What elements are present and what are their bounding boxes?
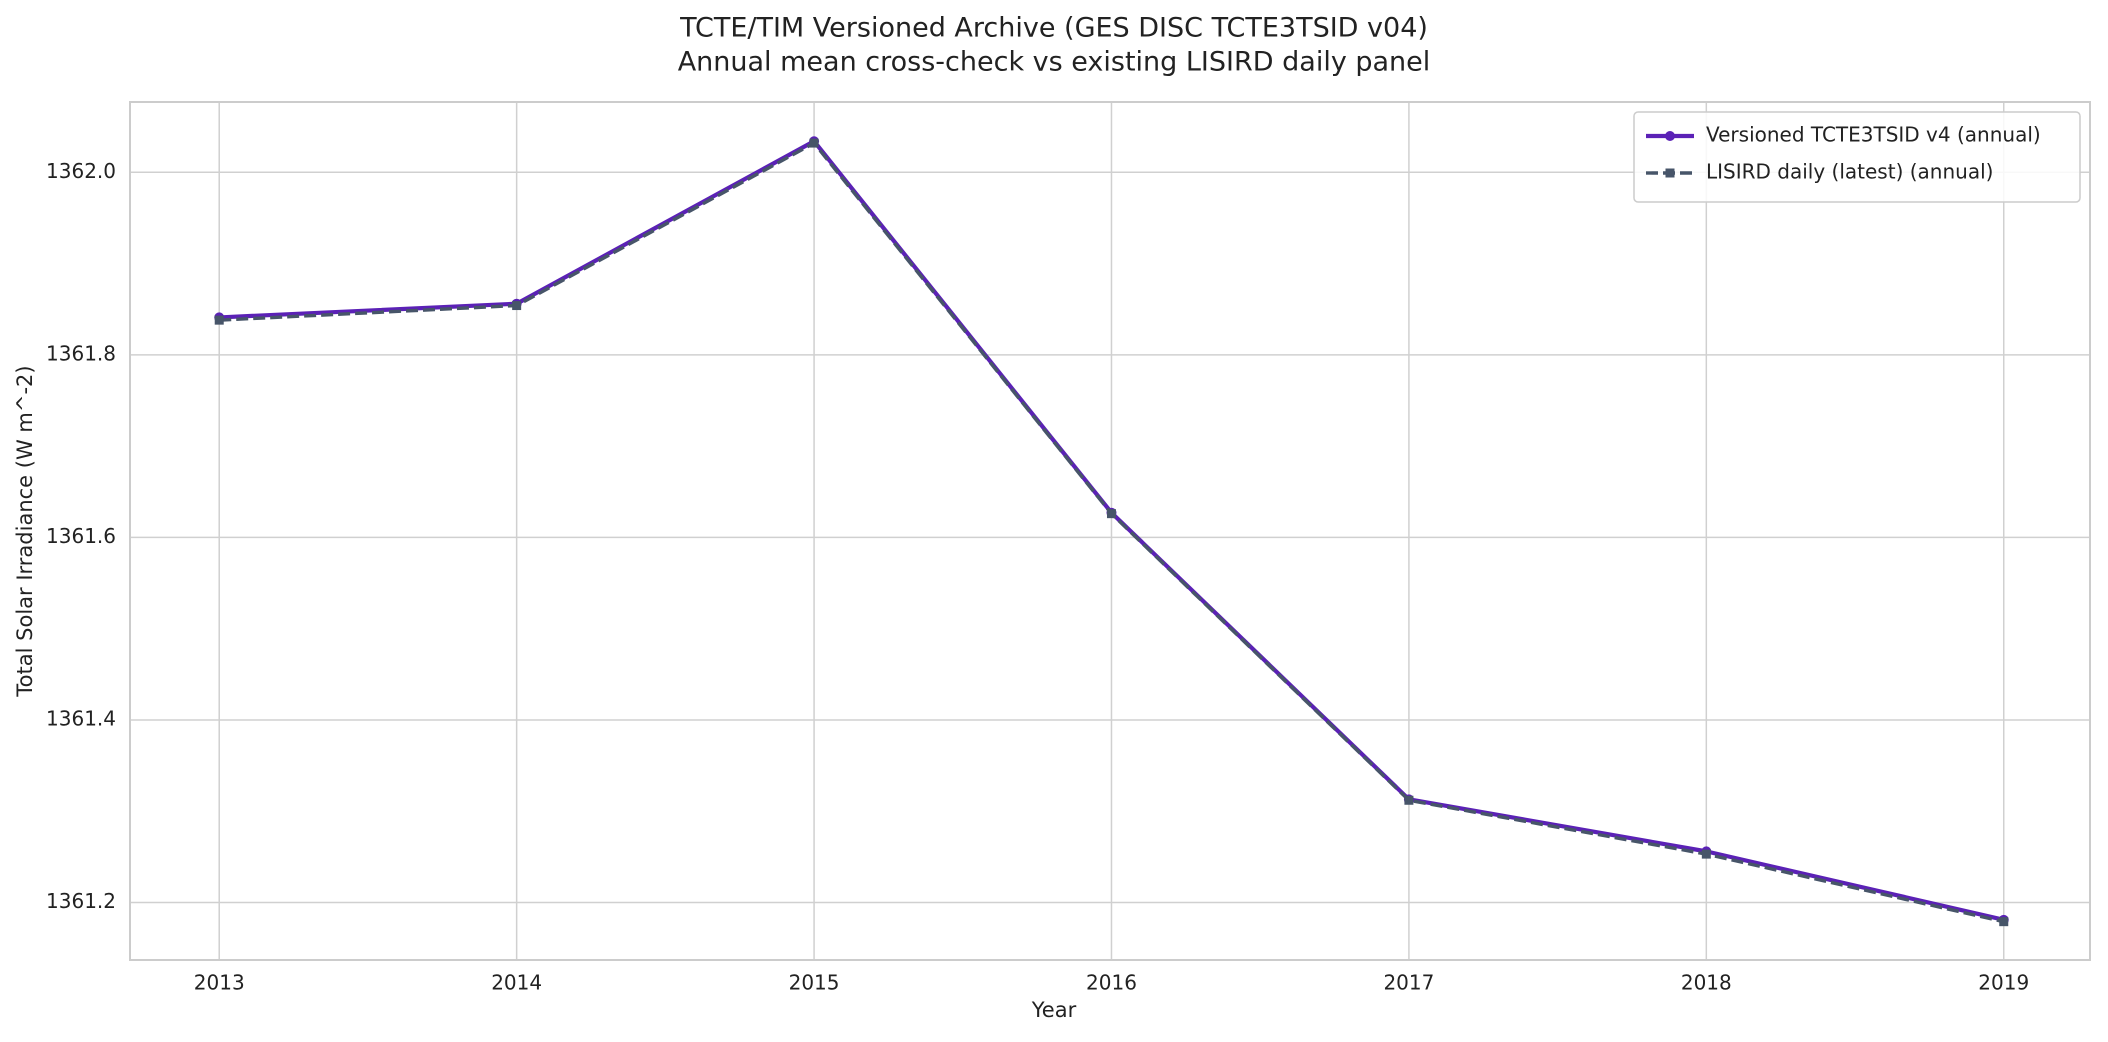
legend: Versioned TCTE3TSID v4 (annual) LISIRD da…	[1633, 111, 2081, 203]
x-tick-label: 2013	[194, 971, 245, 995]
x-tick-label: 2019	[1978, 971, 2029, 995]
y-tick-label: 1362.0	[46, 159, 116, 183]
x-tick-label: 2015	[789, 971, 840, 995]
chart-title: TCTE/TIM Versioned Archive (GES DISC TCT…	[679, 13, 1428, 44]
x-axis-label: Year	[1031, 998, 1077, 1022]
y-tick-label: 1361.8	[46, 341, 116, 365]
x-tick-label: 2014	[491, 971, 542, 995]
legend-frame	[1633, 111, 2081, 203]
y-tick-label: 1361.2	[46, 889, 116, 913]
legend-label: Versioned TCTE3TSID v4 (annual)	[1706, 123, 2041, 147]
y-tick-label: 1361.4	[46, 706, 116, 730]
data-point	[809, 138, 819, 148]
x-tick-label: 2016	[1086, 971, 1137, 995]
x-tick-label: 2017	[1383, 971, 1434, 995]
data-point	[214, 315, 224, 325]
chart-subtitle: Annual mean cross-check vs existing LISI…	[678, 47, 1431, 78]
legend-marker	[1665, 168, 1675, 178]
data-point	[1404, 795, 1414, 805]
legend-label: LISIRD daily (latest) (annual)	[1706, 160, 1993, 184]
data-point	[512, 301, 522, 311]
legend-marker	[1665, 131, 1675, 141]
y-axis-label: Total Solar Irradiance (W m^-2)	[13, 365, 37, 697]
data-point	[1701, 849, 1711, 859]
plot-frame	[129, 101, 2091, 961]
data-point	[1999, 917, 2009, 927]
y-tick-label: 1361.6	[46, 524, 116, 548]
x-tick-label: 2018	[1681, 971, 1732, 995]
data-point	[1106, 509, 1116, 519]
